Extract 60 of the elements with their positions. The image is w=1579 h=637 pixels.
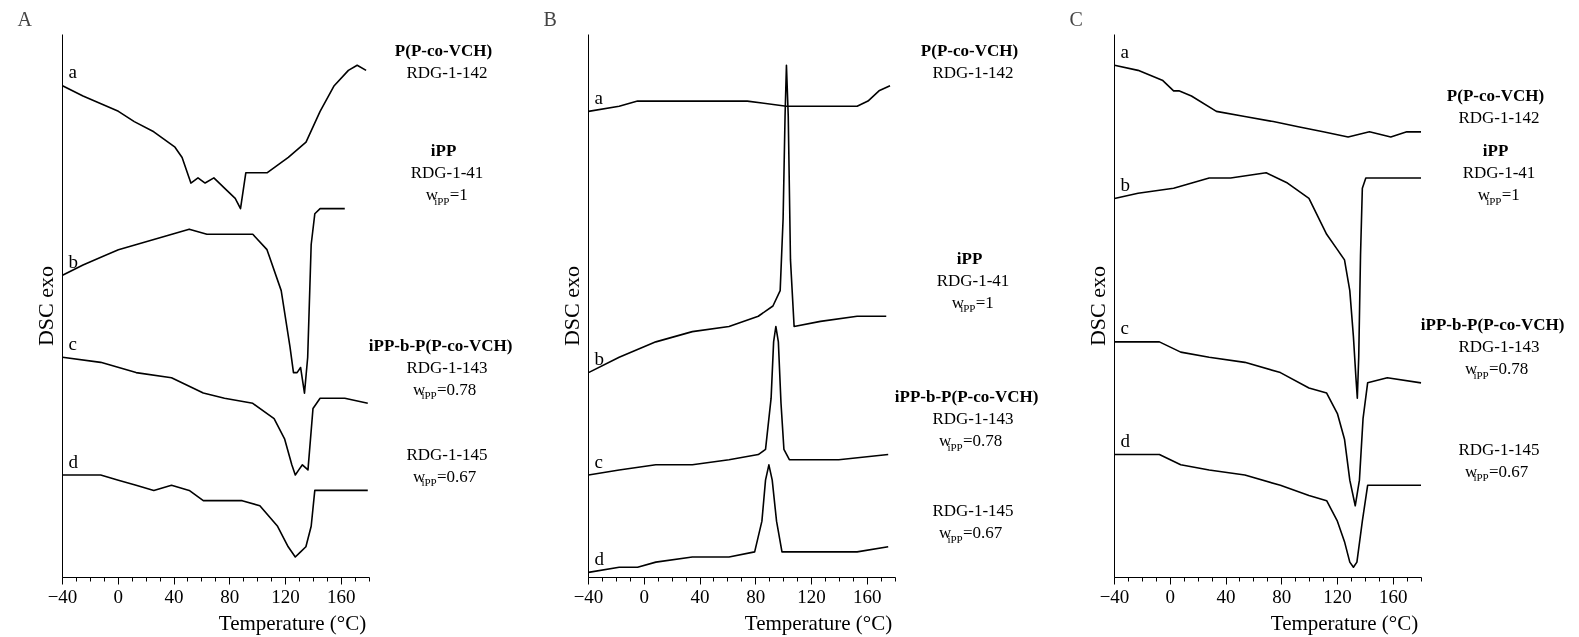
text: RDG-1-142 [406, 62, 488, 82]
x-tick-label: 40 [164, 585, 184, 607]
series-label: d [594, 547, 605, 569]
chart-title: B [543, 7, 557, 30]
x-tick-label: −40 [47, 585, 78, 607]
text: RDG-1-142 [932, 63, 1014, 83]
text: RDG-1-143 [406, 357, 488, 377]
series-label: d [68, 450, 79, 472]
series-label: c [68, 332, 77, 354]
x-tick-label: 80 [220, 585, 240, 607]
text: P(P-co-VCH) [394, 40, 493, 60]
text: iPP [956, 248, 983, 268]
x-tick-label: 120 [797, 585, 826, 607]
text: RDG-1-41 [410, 163, 484, 183]
text: RDG-1-143 [1458, 337, 1540, 357]
x-tick-label: −40 [573, 585, 604, 607]
x-tick-label: 0 [113, 585, 124, 607]
text: iPP [430, 141, 457, 161]
text: RDG-1-41 [1462, 163, 1536, 183]
x-tick-label: 80 [1272, 585, 1292, 607]
text: RDG-1-145 [406, 444, 488, 464]
series-label: c [594, 450, 603, 472]
x-axis-title: Temperature (°C) [1270, 610, 1419, 635]
text: RDG-1-41 [936, 270, 1010, 290]
y-axis-title: DSC exo [1084, 265, 1110, 347]
x-tick-label: 80 [746, 585, 766, 607]
text: RDG-1-145 [1458, 439, 1540, 459]
x-axis-title: Temperature (°C) [744, 610, 893, 635]
series-label: b [594, 348, 604, 370]
x-tick-label: 120 [1323, 585, 1352, 607]
chart-title: C [1069, 7, 1083, 30]
x-tick-label: 120 [271, 585, 300, 607]
x-tick-label: 160 [1379, 585, 1408, 607]
annotation: iPP-b-P(P-co-VCH) [368, 335, 513, 355]
x-tick-label: 0 [1165, 585, 1176, 607]
annotation: iPP-b-P(P-co-VCH) [894, 387, 1039, 407]
x-tick-label: 160 [327, 585, 356, 607]
x-tick-label: 40 [1216, 585, 1236, 607]
text: P(P-co-VCH) [920, 41, 1019, 61]
x-tick-label: 160 [853, 585, 882, 607]
x-axis-title: Temperature (°C) [218, 610, 367, 635]
series-label: a [594, 86, 604, 108]
text: RDG-1-145 [932, 501, 1014, 521]
text: RDG-1-142 [1458, 108, 1540, 128]
text: iPP [1482, 141, 1509, 161]
x-tick-label: 40 [690, 585, 710, 607]
series-label: d [1120, 430, 1131, 452]
series-label: b [1120, 173, 1130, 195]
text: P(P-co-VCH) [1446, 86, 1545, 106]
series-label: c [1120, 317, 1129, 339]
series-label: a [68, 61, 78, 83]
y-axis-title: DSC exo [32, 265, 58, 347]
x-tick-label: 0 [639, 585, 650, 607]
chart-title: A [17, 7, 33, 30]
x-tick-label: −40 [1099, 585, 1130, 607]
annotation: iPP-b-P(P-co-VCH) [1420, 315, 1565, 335]
series-label: b [68, 250, 78, 272]
series-label: a [1120, 40, 1130, 62]
text: RDG-1-143 [932, 409, 1014, 429]
y-axis-title: DSC exo [558, 265, 584, 347]
